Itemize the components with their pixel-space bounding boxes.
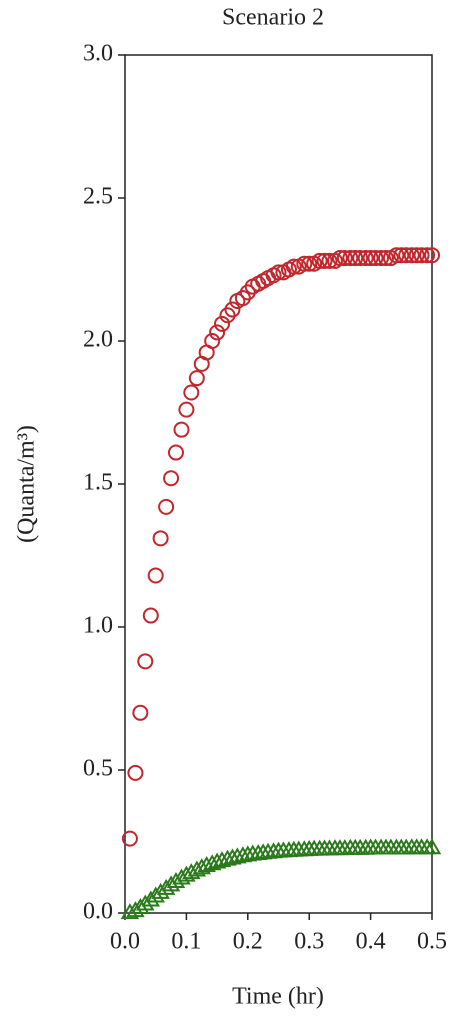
data-point: [422, 838, 442, 855]
data-point: [393, 247, 410, 264]
x-tick-label: 0.3: [294, 929, 324, 955]
data-point: [141, 890, 161, 907]
data-point: [357, 250, 374, 267]
data-point: [137, 653, 154, 670]
data-point: [209, 324, 226, 341]
data-point: [424, 247, 440, 264]
data-point: [352, 250, 369, 267]
x-tick-label: 0.1: [171, 929, 201, 955]
y-axis-label: (Quanta/m³): [14, 425, 40, 543]
x-axis-label: Time (hr): [232, 984, 324, 1010]
y-tick-label: 0.0: [83, 899, 113, 925]
data-point: [127, 764, 144, 781]
data-point: [158, 498, 175, 515]
chart-title: Scenario 2: [222, 5, 324, 31]
data-point: [336, 250, 353, 267]
x-tick-label: 0.5: [417, 929, 447, 955]
y-tick-label: 2.0: [83, 327, 113, 353]
data-point: [207, 852, 227, 869]
data-point: [167, 444, 184, 461]
y-tick-label: 0.5: [83, 756, 113, 782]
data-point: [388, 247, 405, 264]
data-point: [183, 384, 200, 401]
data-point: [163, 470, 180, 487]
data-point: [377, 250, 394, 267]
data-point: [132, 704, 149, 721]
data-point: [285, 258, 302, 275]
data-point: [373, 250, 390, 267]
data-point: [178, 401, 195, 418]
data-point: [331, 250, 348, 267]
y-tick-label: 1.0: [83, 613, 113, 639]
data-point: [316, 252, 333, 269]
data-point: [342, 250, 359, 267]
x-tick-label: 0.4: [356, 929, 386, 955]
data-point: [212, 851, 232, 868]
data-point: [228, 847, 247, 864]
data-point: [224, 301, 241, 318]
y-tick-label: 3.0: [83, 41, 113, 67]
data-point: [223, 848, 242, 865]
data-point: [301, 255, 318, 272]
data-point: [136, 894, 155, 911]
data-point: [347, 250, 364, 267]
data-point: [367, 250, 384, 267]
data-point: [296, 255, 313, 272]
data-point: [173, 421, 190, 438]
data-point: [121, 830, 138, 847]
data-point: [146, 886, 165, 903]
y-tick-label: 2.5: [83, 184, 113, 210]
x-tick-label: 0.2: [233, 929, 263, 955]
data-point: [362, 250, 379, 267]
data-point: [270, 264, 287, 281]
x-tick-label: 0.0: [110, 929, 140, 955]
data-point: [408, 247, 425, 264]
data-point: [419, 247, 436, 264]
data-point: [321, 252, 338, 269]
data-point: [147, 567, 164, 584]
plot-frame: [124, 54, 433, 914]
data-point: [403, 247, 420, 264]
data-point: [398, 247, 415, 264]
data-point: [204, 333, 221, 349]
data-point: [142, 607, 159, 624]
data-point: [188, 370, 205, 387]
data-point: [214, 315, 231, 332]
data-point: [311, 252, 328, 269]
data-point: [152, 530, 169, 547]
y-tick-label: 1.5: [83, 470, 113, 496]
data-point: [413, 247, 430, 264]
